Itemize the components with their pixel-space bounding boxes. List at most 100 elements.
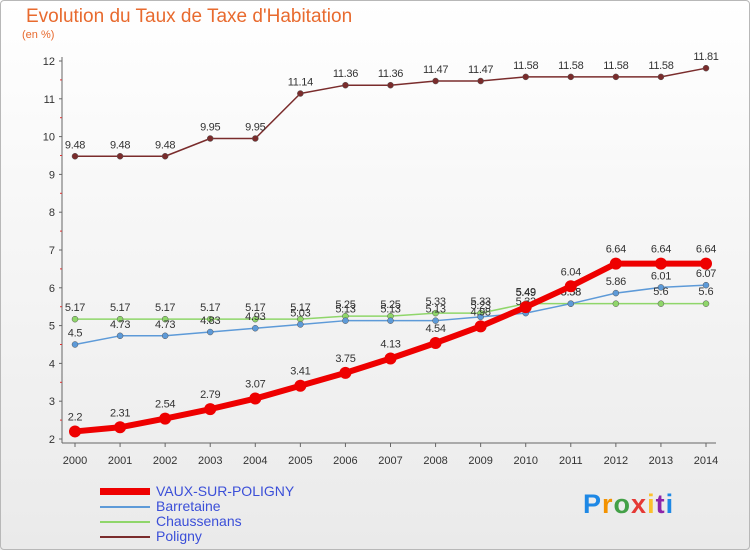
data-point-barretaine bbox=[116, 332, 124, 340]
data-label-vaux-sur-poligny: 5.49 bbox=[516, 287, 536, 299]
data-point-chaussenans bbox=[206, 315, 214, 323]
data-point-vaux-sur-poligny bbox=[384, 352, 397, 365]
y-tick-label: 12 bbox=[43, 56, 55, 68]
data-point-barretaine bbox=[702, 281, 710, 289]
y-tick-label: 2 bbox=[49, 434, 55, 446]
data-label-vaux-sur-poligny: 2.79 bbox=[200, 389, 220, 401]
data-label-poligny: 11.58 bbox=[513, 60, 538, 72]
data-point-chaussenans bbox=[657, 300, 665, 307]
data-label-poligny: 11.58 bbox=[558, 60, 583, 72]
data-point-poligny bbox=[477, 77, 484, 85]
data-point-vaux-sur-poligny bbox=[700, 257, 712, 270]
logo-letter: t bbox=[655, 489, 666, 519]
data-label-vaux-sur-poligny: 3.41 bbox=[290, 366, 310, 378]
data-label-chaussenans: 5.17 bbox=[65, 302, 85, 314]
data-label-chaussenans: 5.25 bbox=[335, 299, 355, 311]
x-tick-label: 2001 bbox=[108, 455, 132, 467]
x-tick-label: 2008 bbox=[423, 455, 447, 467]
x-tick-label: 2007 bbox=[378, 455, 402, 467]
logo-letter: i bbox=[647, 489, 656, 519]
data-point-poligny bbox=[161, 153, 169, 160]
logo-letter: o bbox=[613, 489, 632, 519]
data-point-poligny bbox=[387, 81, 394, 89]
x-tick-label: 2014 bbox=[694, 455, 718, 467]
data-point-vaux-sur-poligny bbox=[474, 320, 487, 333]
data-label-chaussenans: 5.17 bbox=[200, 302, 220, 314]
data-point-barretaine bbox=[612, 289, 620, 297]
proxiti-logo[interactable]: Proxiti bbox=[583, 489, 674, 520]
data-point-poligny bbox=[116, 153, 124, 160]
y-tick-label: 5 bbox=[49, 321, 55, 333]
data-point-poligny bbox=[657, 73, 665, 81]
data-label-vaux-sur-poligny: 2.31 bbox=[110, 407, 130, 419]
data-label-chaussenans: 5.17 bbox=[245, 302, 265, 314]
data-point-barretaine bbox=[252, 324, 259, 332]
data-point-barretaine bbox=[567, 300, 575, 307]
data-point-poligny bbox=[71, 153, 79, 160]
data-label-vaux-sur-poligny: 6.64 bbox=[651, 244, 671, 256]
data-label-vaux-sur-poligny: 2.54 bbox=[155, 399, 175, 411]
data-label-vaux-sur-poligny: 4.98 bbox=[471, 306, 491, 318]
data-point-poligny bbox=[702, 64, 710, 72]
data-point-barretaine bbox=[206, 328, 214, 336]
data-point-poligny bbox=[567, 73, 575, 81]
y-tick-label: 3 bbox=[49, 396, 55, 408]
data-point-barretaine bbox=[387, 317, 394, 324]
x-tick-label: 2006 bbox=[333, 455, 357, 467]
legend-label-poligny: Poligny bbox=[156, 528, 202, 544]
y-tick-label: 9 bbox=[49, 169, 55, 181]
data-label-poligny: 11.36 bbox=[378, 68, 403, 80]
x-tick-label: 2005 bbox=[288, 455, 312, 467]
logo-letter: x bbox=[631, 489, 648, 519]
x-tick-label: 2002 bbox=[153, 455, 177, 467]
data-point-chaussenans bbox=[432, 309, 439, 317]
data-label-poligny: 11.47 bbox=[468, 64, 493, 76]
data-point-barretaine bbox=[297, 321, 304, 328]
data-label-chaussenans: 5.17 bbox=[290, 302, 310, 314]
data-label-chaussenans: 5.49 bbox=[516, 287, 536, 299]
data-point-vaux-sur-poligny bbox=[654, 257, 667, 270]
x-tick-label: 2010 bbox=[513, 455, 537, 467]
y-tick-label: 11 bbox=[44, 94, 55, 106]
legend-swatch-barretaine bbox=[100, 506, 150, 508]
data-label-vaux-sur-poligny: 3.07 bbox=[245, 379, 265, 391]
legend-label-barretaine: Barretaine bbox=[156, 498, 221, 514]
data-label-barretaine: 5.86 bbox=[606, 276, 626, 288]
data-label-chaussenans: 5.17 bbox=[110, 302, 130, 314]
data-point-vaux-sur-poligny bbox=[114, 421, 127, 434]
data-point-vaux-sur-poligny bbox=[204, 403, 217, 416]
data-point-chaussenans bbox=[161, 315, 169, 323]
data-point-poligny bbox=[206, 135, 214, 142]
data-label-vaux-sur-poligny: 3.75 bbox=[335, 353, 355, 365]
data-point-poligny bbox=[342, 81, 349, 89]
data-point-vaux-sur-poligny bbox=[339, 366, 352, 379]
legend-swatch-chaussenans bbox=[100, 521, 150, 523]
y-tick-label: 8 bbox=[49, 207, 55, 219]
data-label-chaussenans: 5.33 bbox=[425, 296, 445, 308]
data-label-poligny: 9.95 bbox=[200, 121, 220, 133]
data-point-chaussenans bbox=[116, 315, 124, 323]
data-label-poligny: 11.47 bbox=[423, 64, 448, 76]
x-tick-label: 2012 bbox=[604, 455, 628, 467]
legend-swatch-vaux bbox=[100, 488, 150, 495]
data-point-chaussenans bbox=[252, 315, 259, 323]
data-label-vaux-sur-poligny: 2.2 bbox=[68, 411, 83, 423]
data-label-poligny: 9.48 bbox=[110, 139, 130, 151]
data-label-vaux-sur-poligny: 6.64 bbox=[696, 244, 716, 256]
x-tick-label: 2009 bbox=[468, 455, 492, 467]
data-label-poligny: 9.95 bbox=[245, 121, 265, 133]
data-label-barretaine: 4.73 bbox=[155, 319, 175, 331]
data-label-barretaine: 5.13 bbox=[380, 304, 400, 316]
data-label-barretaine: 5.13 bbox=[335, 304, 355, 316]
data-point-poligny bbox=[522, 73, 529, 81]
chart-unit-label: (en %) bbox=[22, 29, 55, 41]
data-point-vaux-sur-poligny bbox=[609, 257, 622, 270]
y-tick-label: 10 bbox=[43, 132, 55, 144]
data-label-barretaine: 4.83 bbox=[200, 315, 220, 327]
data-label-barretaine: 5.03 bbox=[290, 307, 310, 319]
legend-swatch-poligny bbox=[100, 536, 150, 538]
data-point-poligny bbox=[297, 90, 304, 97]
data-label-chaussenans: 5.6 bbox=[653, 286, 668, 298]
data-label-vaux-sur-poligny: 4.13 bbox=[380, 338, 400, 350]
